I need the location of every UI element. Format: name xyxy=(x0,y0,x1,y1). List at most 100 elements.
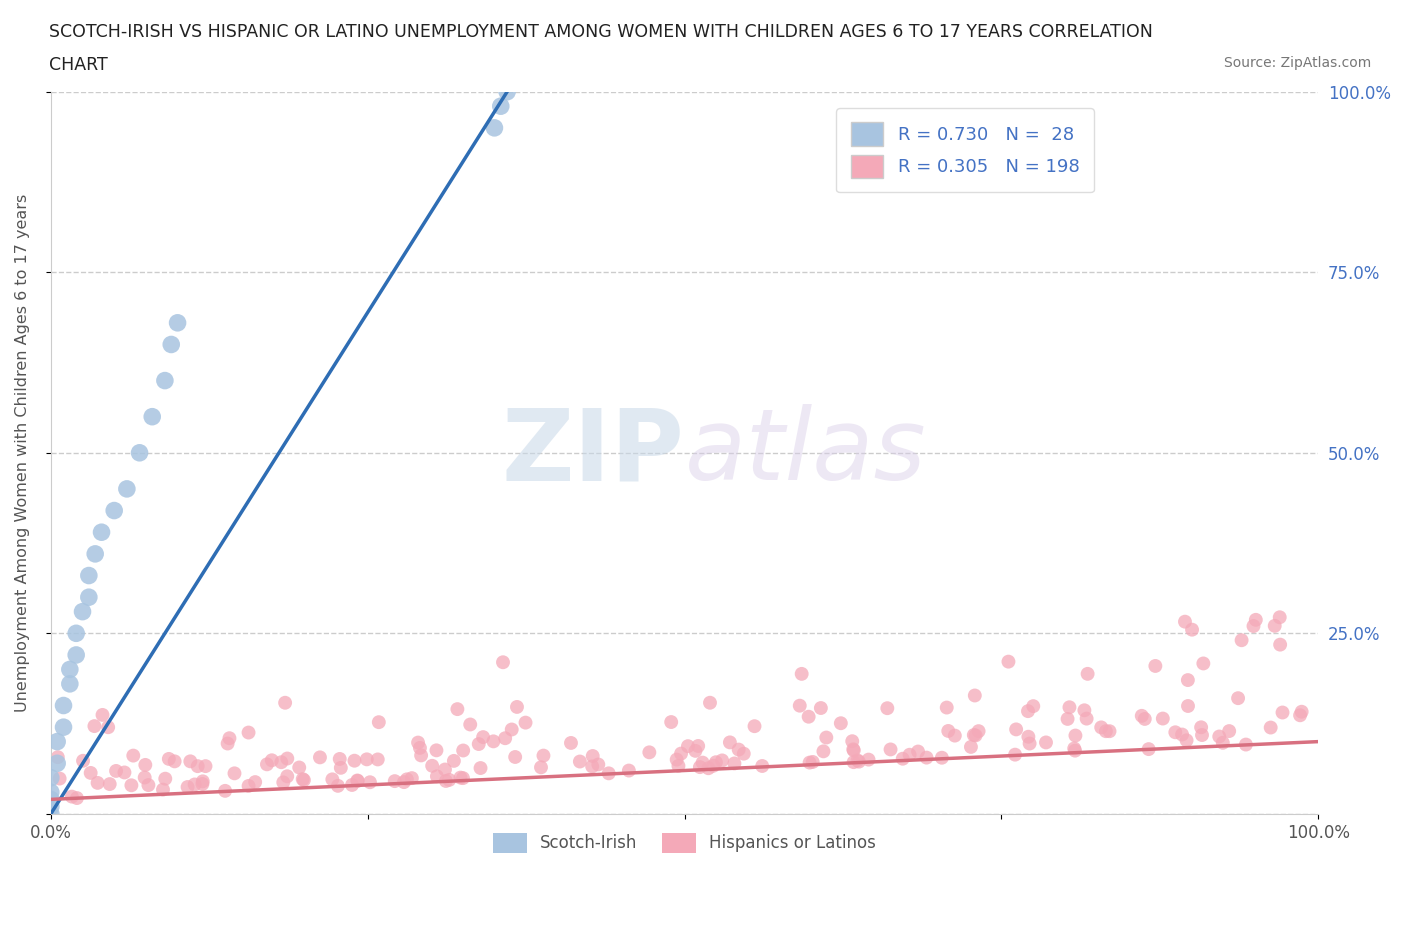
Point xyxy=(751,759,773,774)
Point xyxy=(270,755,292,770)
Point xyxy=(163,754,186,769)
Point xyxy=(395,772,418,787)
Point xyxy=(1208,729,1230,744)
Y-axis label: Unemployment Among Women with Children Ages 6 to 17 years: Unemployment Among Women with Children A… xyxy=(15,193,30,711)
Point xyxy=(66,790,89,805)
Point xyxy=(153,373,176,388)
Point xyxy=(697,761,720,776)
Point xyxy=(359,775,381,790)
Point xyxy=(439,773,461,788)
Point xyxy=(46,750,69,764)
Point xyxy=(238,778,260,793)
Point xyxy=(668,758,690,773)
Point xyxy=(689,760,711,775)
Point xyxy=(1175,733,1198,748)
Point xyxy=(997,654,1019,669)
Point xyxy=(46,734,69,749)
Point xyxy=(1260,720,1282,735)
Point xyxy=(467,737,489,751)
Point xyxy=(496,85,519,100)
Point xyxy=(931,751,953,765)
Point xyxy=(482,734,505,749)
Point xyxy=(799,755,821,770)
Point xyxy=(238,725,260,740)
Point xyxy=(446,702,468,717)
Point xyxy=(1227,691,1250,706)
Point xyxy=(676,738,699,753)
Point xyxy=(114,765,136,780)
Point xyxy=(326,778,349,793)
Point xyxy=(963,727,986,742)
Point xyxy=(965,728,987,743)
Point xyxy=(733,746,755,761)
Point xyxy=(967,724,990,738)
Point xyxy=(1164,724,1187,739)
Point xyxy=(815,730,838,745)
Point xyxy=(1268,610,1291,625)
Point xyxy=(568,754,591,769)
Point xyxy=(406,735,429,750)
Point xyxy=(59,662,82,677)
Point xyxy=(217,736,239,751)
Point xyxy=(842,742,865,757)
Point xyxy=(876,701,898,716)
Point xyxy=(356,751,378,766)
Point xyxy=(1189,720,1212,735)
Point xyxy=(288,760,311,775)
Point xyxy=(533,748,555,763)
Point xyxy=(797,710,820,724)
Point xyxy=(1056,711,1078,726)
Point xyxy=(367,715,389,730)
Point xyxy=(84,547,107,562)
Point xyxy=(560,736,582,751)
Point xyxy=(59,676,82,691)
Point xyxy=(1095,724,1118,738)
Point xyxy=(138,777,160,792)
Point xyxy=(433,762,456,777)
Point xyxy=(1191,727,1213,742)
Point xyxy=(1059,700,1081,715)
Point xyxy=(157,751,180,766)
Point xyxy=(187,759,209,774)
Point xyxy=(346,774,368,789)
Point xyxy=(409,740,432,755)
Point xyxy=(898,748,921,763)
Point xyxy=(1005,722,1028,737)
Point xyxy=(1243,618,1265,633)
Point xyxy=(582,749,605,764)
Point xyxy=(1137,742,1160,757)
Point xyxy=(392,775,415,790)
Point xyxy=(292,773,315,788)
Point xyxy=(179,754,201,769)
Point xyxy=(936,724,959,738)
Point xyxy=(472,730,495,745)
Point xyxy=(699,696,721,711)
Point xyxy=(434,774,457,789)
Point xyxy=(39,785,62,800)
Point xyxy=(346,773,368,788)
Point xyxy=(46,756,69,771)
Point xyxy=(276,751,298,766)
Point xyxy=(1174,614,1197,629)
Point xyxy=(1073,703,1095,718)
Point xyxy=(688,738,710,753)
Point xyxy=(1177,672,1199,687)
Point xyxy=(588,757,610,772)
Point xyxy=(1192,656,1215,671)
Point xyxy=(810,700,832,715)
Point xyxy=(458,717,481,732)
Point xyxy=(98,777,121,791)
Point xyxy=(291,772,314,787)
Point xyxy=(194,759,217,774)
Point xyxy=(420,758,443,773)
Point xyxy=(183,777,205,792)
Point xyxy=(727,742,749,757)
Point xyxy=(86,776,108,790)
Text: SCOTCH-IRISH VS HISPANIC OR LATINO UNEMPLOYMENT AMONG WOMEN WITH CHILDREN AGES 6: SCOTCH-IRISH VS HISPANIC OR LATINO UNEMP… xyxy=(49,23,1153,41)
Point xyxy=(617,764,640,778)
Point xyxy=(77,568,100,583)
Point xyxy=(813,744,835,759)
Point xyxy=(367,752,389,767)
Point xyxy=(830,716,852,731)
Point xyxy=(1244,612,1267,627)
